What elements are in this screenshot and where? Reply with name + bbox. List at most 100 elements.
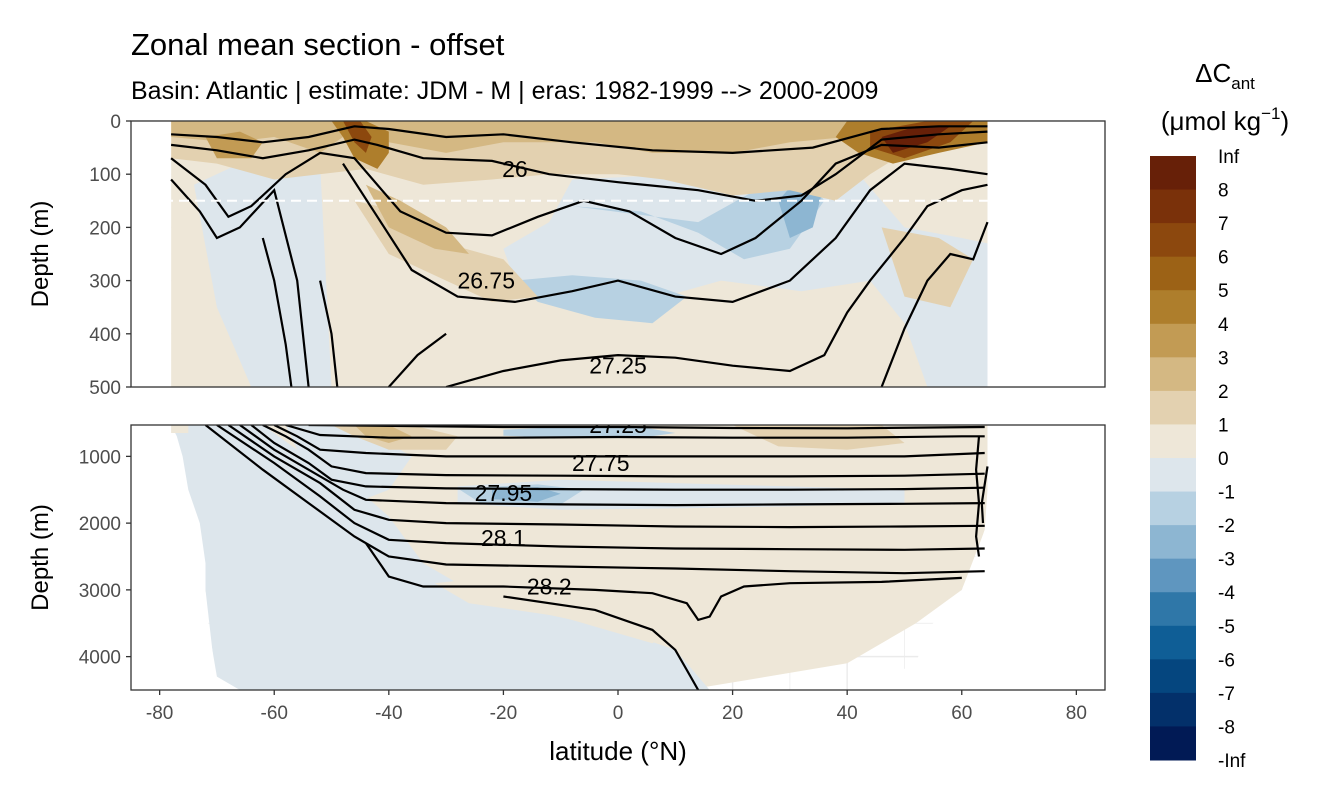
isopycnal-contours-lower bbox=[204, 425, 989, 690]
legend-swatch bbox=[1150, 592, 1196, 627]
y-tick-label: 0 bbox=[110, 112, 121, 133]
y-axis-title: Depth (m) bbox=[27, 504, 54, 611]
y-tick-label: 100 bbox=[89, 165, 121, 186]
isopycnal-line bbox=[974, 436, 981, 557]
legend-swatch bbox=[1150, 692, 1196, 727]
x-tick-label: -80 bbox=[146, 703, 173, 724]
field-pos-north-sub bbox=[881, 227, 974, 308]
isopycnal-line bbox=[285, 425, 985, 439]
field-pos-max-south-2 bbox=[343, 121, 372, 153]
legend-swatch bbox=[1150, 223, 1196, 258]
legend-label: 6 bbox=[1218, 248, 1229, 269]
isopycnal-line bbox=[308, 425, 985, 430]
legend-label: 3 bbox=[1218, 348, 1229, 369]
legend-label: -5 bbox=[1218, 617, 1235, 638]
y-tick-label: 500 bbox=[89, 378, 121, 399]
legend-title: ΔCant bbox=[1195, 58, 1255, 93]
isopycnal-line bbox=[216, 425, 985, 551]
legend-label: -4 bbox=[1218, 583, 1235, 604]
isopycnal-line bbox=[262, 425, 985, 478]
legend-swatch bbox=[1150, 525, 1196, 560]
y-tick-label: 2000 bbox=[79, 514, 121, 535]
field-neg-lower-deep bbox=[171, 425, 710, 690]
panel-upper: 26 26.75 27.25 0 100 200 300 400 500 Depth (m) bbox=[27, 112, 1106, 399]
legend-label: 7 bbox=[1218, 214, 1229, 235]
isopycnal-label: 27.25 bbox=[589, 353, 647, 379]
y-tick-label: 1000 bbox=[79, 447, 121, 468]
legend-title-subscript: ant bbox=[1231, 74, 1255, 93]
isopycnal-label: 27.25 bbox=[589, 412, 647, 438]
isopycnal-line bbox=[342, 162, 988, 304]
field-neg-lower-top bbox=[503, 427, 676, 438]
isopycnal-line bbox=[261, 237, 293, 387]
y-axis-title: Depth (m) bbox=[27, 201, 54, 308]
mask-north bbox=[987, 121, 1105, 387]
isopycnal-label: 27.95 bbox=[475, 480, 533, 506]
x-tick-label: 60 bbox=[951, 703, 972, 724]
isopycnal-line bbox=[227, 425, 985, 529]
isopycnal-label: 28.1 bbox=[481, 525, 526, 551]
x-tick-label: -60 bbox=[261, 703, 288, 724]
legend-swatch bbox=[1150, 357, 1196, 392]
x-axis-title: latitude (°N) bbox=[549, 736, 687, 766]
legend-label: 1 bbox=[1218, 415, 1229, 436]
isopycnal-line bbox=[445, 183, 988, 387]
legend-label: -1 bbox=[1218, 483, 1235, 504]
legend-swatch bbox=[1150, 390, 1196, 425]
legend-label: -3 bbox=[1218, 550, 1235, 571]
field-neg-lower-nadw bbox=[457, 479, 905, 510]
legend-swatch bbox=[1150, 256, 1196, 291]
field-neg-south bbox=[194, 152, 332, 387]
y-tick-label: 400 bbox=[89, 325, 121, 346]
x-tick-label: 40 bbox=[837, 703, 858, 724]
legend-label: -Inf bbox=[1218, 751, 1246, 772]
isopycnal-line bbox=[319, 280, 339, 387]
mask-bottom-south bbox=[131, 425, 240, 690]
mask-bottom-north bbox=[847, 425, 1105, 690]
legend-label: 0 bbox=[1218, 449, 1229, 470]
isopycnal-label: 26.75 bbox=[457, 268, 515, 294]
y-tick-label: 200 bbox=[89, 218, 121, 239]
legend-unit-superscript: −1 bbox=[1261, 104, 1280, 123]
legend-label: 4 bbox=[1218, 315, 1229, 336]
panel-border bbox=[130, 120, 1106, 388]
data-field: 26 26.75 27.25 bbox=[131, 121, 1105, 387]
mask-south bbox=[131, 121, 172, 387]
isopycnal-label: 28.2 bbox=[527, 574, 572, 600]
y-tick-label: 3000 bbox=[79, 581, 121, 602]
isopycnal-line bbox=[204, 425, 985, 575]
legend-swatch bbox=[1150, 323, 1196, 358]
isopycnal-line bbox=[239, 425, 985, 507]
legend-swatch bbox=[1150, 424, 1196, 459]
isopycnal-line bbox=[170, 178, 310, 387]
panel-lower: 27.25 27.75 27.95 28.128.2 1000 2000 3000 4000 D… bbox=[27, 412, 1106, 691]
data-field: 27.25 27.75 27.95 28.128.2 bbox=[131, 412, 1105, 690]
field-edge bbox=[171, 425, 189, 433]
legend: ΔCant (μmol kg−1) Inf 8 7 6 5 4 3 2 1 0 -1 -2 -3 -4 -5 -6… bbox=[1150, 58, 1289, 772]
isopycnal-contours-upper bbox=[170, 125, 989, 387]
x-tick-label: 20 bbox=[722, 703, 743, 724]
isopycnal-line bbox=[980, 466, 989, 524]
x-tick-label: 0 bbox=[613, 703, 624, 724]
x-tick-label: -40 bbox=[375, 703, 402, 724]
legend-label: 2 bbox=[1218, 382, 1229, 403]
legend-label: -8 bbox=[1218, 717, 1235, 738]
legend-swatch bbox=[1150, 491, 1196, 526]
isopycnal-line bbox=[250, 425, 985, 491]
isopycnal-line bbox=[503, 595, 700, 690]
legend-swatch bbox=[1150, 558, 1196, 593]
legend-swatch bbox=[1150, 290, 1196, 325]
isopycnal-label: 27.75 bbox=[572, 450, 630, 476]
legend-swatch bbox=[1150, 659, 1196, 694]
legend-swatch bbox=[1150, 189, 1196, 224]
legend-swatch bbox=[1150, 458, 1196, 493]
field-neg-tropics bbox=[503, 174, 988, 387]
x-tick-label: 80 bbox=[1066, 703, 1087, 724]
chart-subtitle: Basin: Atlantic | estimate: JDM - M | er… bbox=[131, 77, 878, 105]
legend-swatch bbox=[1150, 156, 1196, 191]
legend-swatch bbox=[1150, 726, 1196, 761]
field-neg-lower-nadw-3 bbox=[492, 487, 561, 502]
legend-label: Inf bbox=[1218, 147, 1240, 168]
x-tick-label: -20 bbox=[490, 703, 517, 724]
